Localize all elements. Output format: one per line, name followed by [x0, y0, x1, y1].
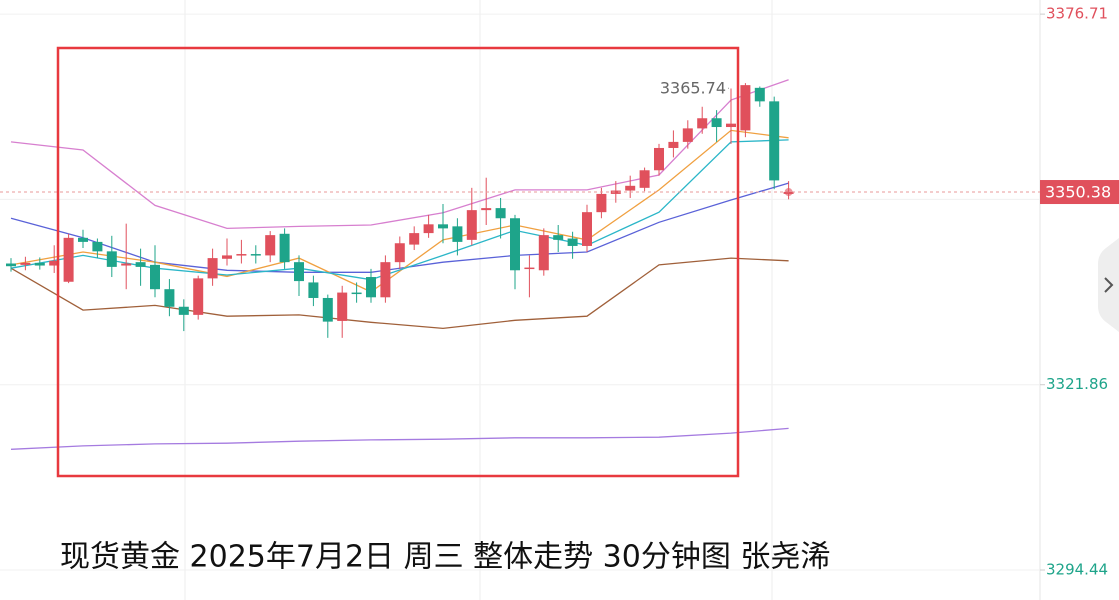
candle-body: [668, 141, 679, 148]
candle-body: [438, 224, 448, 229]
high-label: 3365.74: [660, 79, 726, 98]
candle-body: [279, 233, 290, 263]
candle-body: [510, 218, 520, 271]
candle-body: [639, 170, 650, 188]
indicator-line: [10, 129, 789, 293]
candle-body: [308, 282, 319, 298]
indicator-line: [10, 79, 789, 230]
candle-body: [754, 87, 765, 102]
expand-button-bg[interactable]: [1098, 238, 1119, 332]
y-tick-label: 3321.86: [1046, 375, 1108, 393]
candle-body: [265, 235, 276, 256]
grid: [184, 0, 773, 600]
candle-body: [78, 237, 88, 242]
candle-body: [711, 118, 722, 128]
candle-body: [625, 185, 636, 191]
candle-body: [49, 260, 60, 266]
candle-body: [178, 306, 189, 315]
candle-body: [409, 233, 420, 245]
candle-body: [337, 292, 348, 321]
candle-body: [394, 243, 405, 263]
candle-body: [250, 254, 261, 256]
candle-body: [164, 289, 175, 307]
caption: 现货黄金 2025年7月2日 周三 整体走势 30分钟图 张尧浠: [60, 540, 830, 575]
candle-body: [726, 123, 736, 128]
candle-body: [654, 147, 664, 171]
candle-body: [236, 254, 247, 256]
candle-body: [135, 262, 146, 267]
candle-body: [20, 262, 31, 265]
candle-body: [740, 85, 751, 131]
candle-body: [207, 258, 218, 279]
candle-body: [92, 241, 103, 252]
candle-body: [553, 235, 564, 240]
plot: 3376.713349.293321.863294.443365.743350.…: [0, 5, 1119, 579]
candle-body: [582, 212, 592, 246]
chevron-icon[interactable]: [1104, 277, 1114, 293]
candle-body: [294, 262, 304, 282]
last-price-label: 3350.38: [1045, 183, 1111, 202]
candle-body: [423, 224, 434, 234]
candle-body: [610, 190, 621, 194]
last-price-dot: [784, 188, 793, 197]
candle-body: [6, 263, 16, 267]
candle-body: [481, 208, 492, 211]
candle-body: [34, 262, 45, 266]
candle-body: [63, 237, 74, 282]
candle-body: [452, 226, 463, 242]
highlight-box: [56, 46, 740, 478]
candle-body: [495, 208, 506, 219]
candle-body: [769, 101, 780, 181]
candle-body: [524, 267, 535, 270]
candle-body: [538, 235, 549, 271]
candle-body: [106, 251, 117, 267]
y-tick-label: 3376.71: [1046, 5, 1108, 23]
candle-body: [466, 210, 477, 240]
candle-body: [121, 263, 132, 266]
candle-body: [596, 193, 607, 213]
expand-button[interactable]: [1098, 238, 1119, 332]
indicator-line: [10, 427, 789, 450]
candle-body: [150, 264, 160, 290]
indicator-line: [10, 257, 789, 330]
candle-body: [222, 255, 232, 259]
y-tick-label: 3294.44: [1046, 561, 1108, 579]
candle-body: [193, 278, 204, 315]
candle-body: [697, 118, 708, 129]
candle-body: [322, 297, 333, 322]
candle-body: [567, 238, 578, 246]
candle-body: [682, 128, 693, 142]
candle-body: [351, 292, 362, 295]
candle-body: [366, 277, 376, 298]
candle-body: [380, 262, 391, 298]
last-price-box: [1040, 180, 1119, 205]
